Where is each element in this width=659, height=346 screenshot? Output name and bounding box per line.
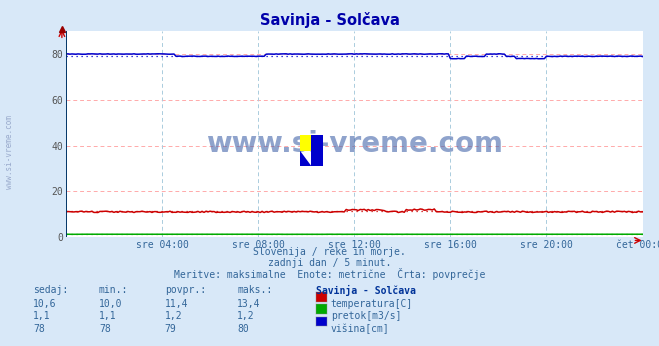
Polygon shape xyxy=(300,151,312,166)
Text: 1,2: 1,2 xyxy=(165,311,183,321)
Text: min.:: min.: xyxy=(99,285,129,295)
Text: 1,1: 1,1 xyxy=(33,311,51,321)
Polygon shape xyxy=(312,135,323,166)
Text: 11,4: 11,4 xyxy=(165,299,188,309)
Text: sedaj:: sedaj: xyxy=(33,285,68,295)
Text: Savinja - Solčava: Savinja - Solčava xyxy=(260,12,399,28)
Text: 1,1: 1,1 xyxy=(99,311,117,321)
Text: 10,6: 10,6 xyxy=(33,299,57,309)
Text: www.si-vreme.com: www.si-vreme.com xyxy=(206,130,503,158)
Text: zadnji dan / 5 minut.: zadnji dan / 5 minut. xyxy=(268,258,391,268)
Text: 13,4: 13,4 xyxy=(237,299,261,309)
Text: povpr.:: povpr.: xyxy=(165,285,206,295)
Text: 78: 78 xyxy=(33,324,45,334)
Text: Slovenija / reke in morje.: Slovenija / reke in morje. xyxy=(253,247,406,257)
Text: 78: 78 xyxy=(99,324,111,334)
Text: maks.:: maks.: xyxy=(237,285,272,295)
Text: pretok[m3/s]: pretok[m3/s] xyxy=(331,311,401,321)
Text: 10,0: 10,0 xyxy=(99,299,123,309)
Polygon shape xyxy=(312,135,323,151)
Text: Savinja - Solčava: Savinja - Solčava xyxy=(316,285,416,297)
Text: Meritve: maksimalne  Enote: metrične  Črta: povprečje: Meritve: maksimalne Enote: metrične Črta… xyxy=(174,268,485,280)
Text: 80: 80 xyxy=(237,324,249,334)
Text: 1,2: 1,2 xyxy=(237,311,255,321)
Text: višina[cm]: višina[cm] xyxy=(331,324,389,334)
Text: www.si-vreme.com: www.si-vreme.com xyxy=(5,115,14,189)
Text: temperatura[C]: temperatura[C] xyxy=(331,299,413,309)
Text: 79: 79 xyxy=(165,324,177,334)
Polygon shape xyxy=(300,135,312,151)
